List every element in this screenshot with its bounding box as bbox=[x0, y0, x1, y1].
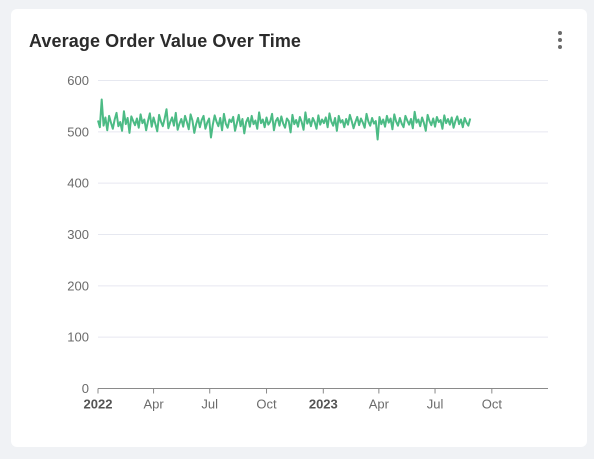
series-line bbox=[97, 98, 472, 141]
x-axis-ticks: 2022 Apr Jul Oct 2023 Apr Jul Oct bbox=[84, 388, 503, 412]
y-tick-label: 0 bbox=[82, 381, 89, 396]
y-tick-label: 400 bbox=[67, 176, 89, 191]
y-tick-label: 200 bbox=[67, 278, 89, 293]
x-tick-label: Apr bbox=[369, 397, 390, 412]
y-axis-ticks: 0 100 200 300 400 500 600 bbox=[67, 73, 89, 396]
y-tick-label: 300 bbox=[67, 227, 89, 242]
y-tick-label: 600 bbox=[67, 73, 89, 88]
chart-title: Average Order Value Over Time bbox=[29, 31, 302, 51]
chart-card: Average Order Value Over Time bbox=[11, 9, 587, 447]
x-tick-label: 2022 bbox=[84, 397, 113, 412]
series-layer bbox=[97, 98, 472, 141]
x-tick-label: 2023 bbox=[309, 397, 338, 412]
x-tick-label: Jul bbox=[201, 397, 218, 412]
x-tick-label: Oct bbox=[482, 397, 503, 412]
y-tick-label: 500 bbox=[67, 124, 89, 139]
more-vertical-icon[interactable] bbox=[552, 29, 568, 51]
x-tick-label: Oct bbox=[256, 397, 277, 412]
x-tick-label: Apr bbox=[143, 397, 164, 412]
y-tick-label: 100 bbox=[67, 330, 89, 345]
grid-lines bbox=[98, 80, 548, 338]
x-tick-label: Jul bbox=[427, 397, 444, 412]
